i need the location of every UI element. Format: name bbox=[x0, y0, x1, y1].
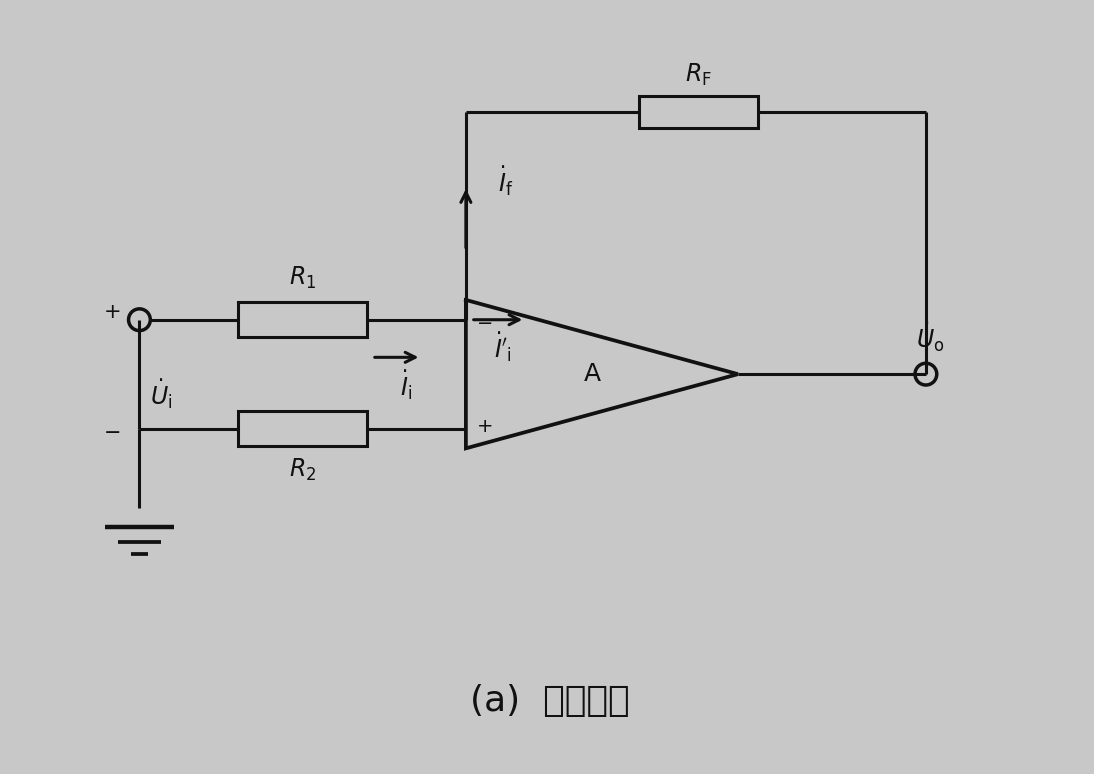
Text: $+$: $+$ bbox=[476, 417, 492, 436]
Bar bbox=[639, 96, 758, 128]
Text: (a)  电路实例: (a) 电路实例 bbox=[470, 683, 630, 717]
Text: $R_1$: $R_1$ bbox=[289, 265, 316, 291]
Text: $-$: $-$ bbox=[103, 420, 120, 440]
Text: $\dot{U}_{\mathrm{i}}$: $\dot{U}_{\mathrm{i}}$ bbox=[150, 377, 173, 411]
Text: $\dot{U}_{\mathrm{o}}$: $\dot{U}_{\mathrm{o}}$ bbox=[917, 320, 945, 354]
Text: $R_{\mathrm{F}}$: $R_{\mathrm{F}}$ bbox=[685, 61, 712, 87]
Bar bbox=[238, 411, 366, 446]
Text: $R_2$: $R_2$ bbox=[289, 457, 316, 483]
Text: $\dot{I}_{\mathrm{i}}$: $\dot{I}_{\mathrm{i}}$ bbox=[400, 368, 412, 402]
Bar bbox=[238, 303, 366, 337]
Text: $\dot{I}_{\mathrm{f}}$: $\dot{I}_{\mathrm{f}}$ bbox=[498, 164, 513, 198]
Text: $-$: $-$ bbox=[476, 312, 492, 331]
Text: A: A bbox=[583, 362, 601, 386]
Text: $+$: $+$ bbox=[103, 302, 120, 322]
Text: $\dot{I}'_{\mathrm{i}}$: $\dot{I}'_{\mathrm{i}}$ bbox=[494, 330, 512, 365]
